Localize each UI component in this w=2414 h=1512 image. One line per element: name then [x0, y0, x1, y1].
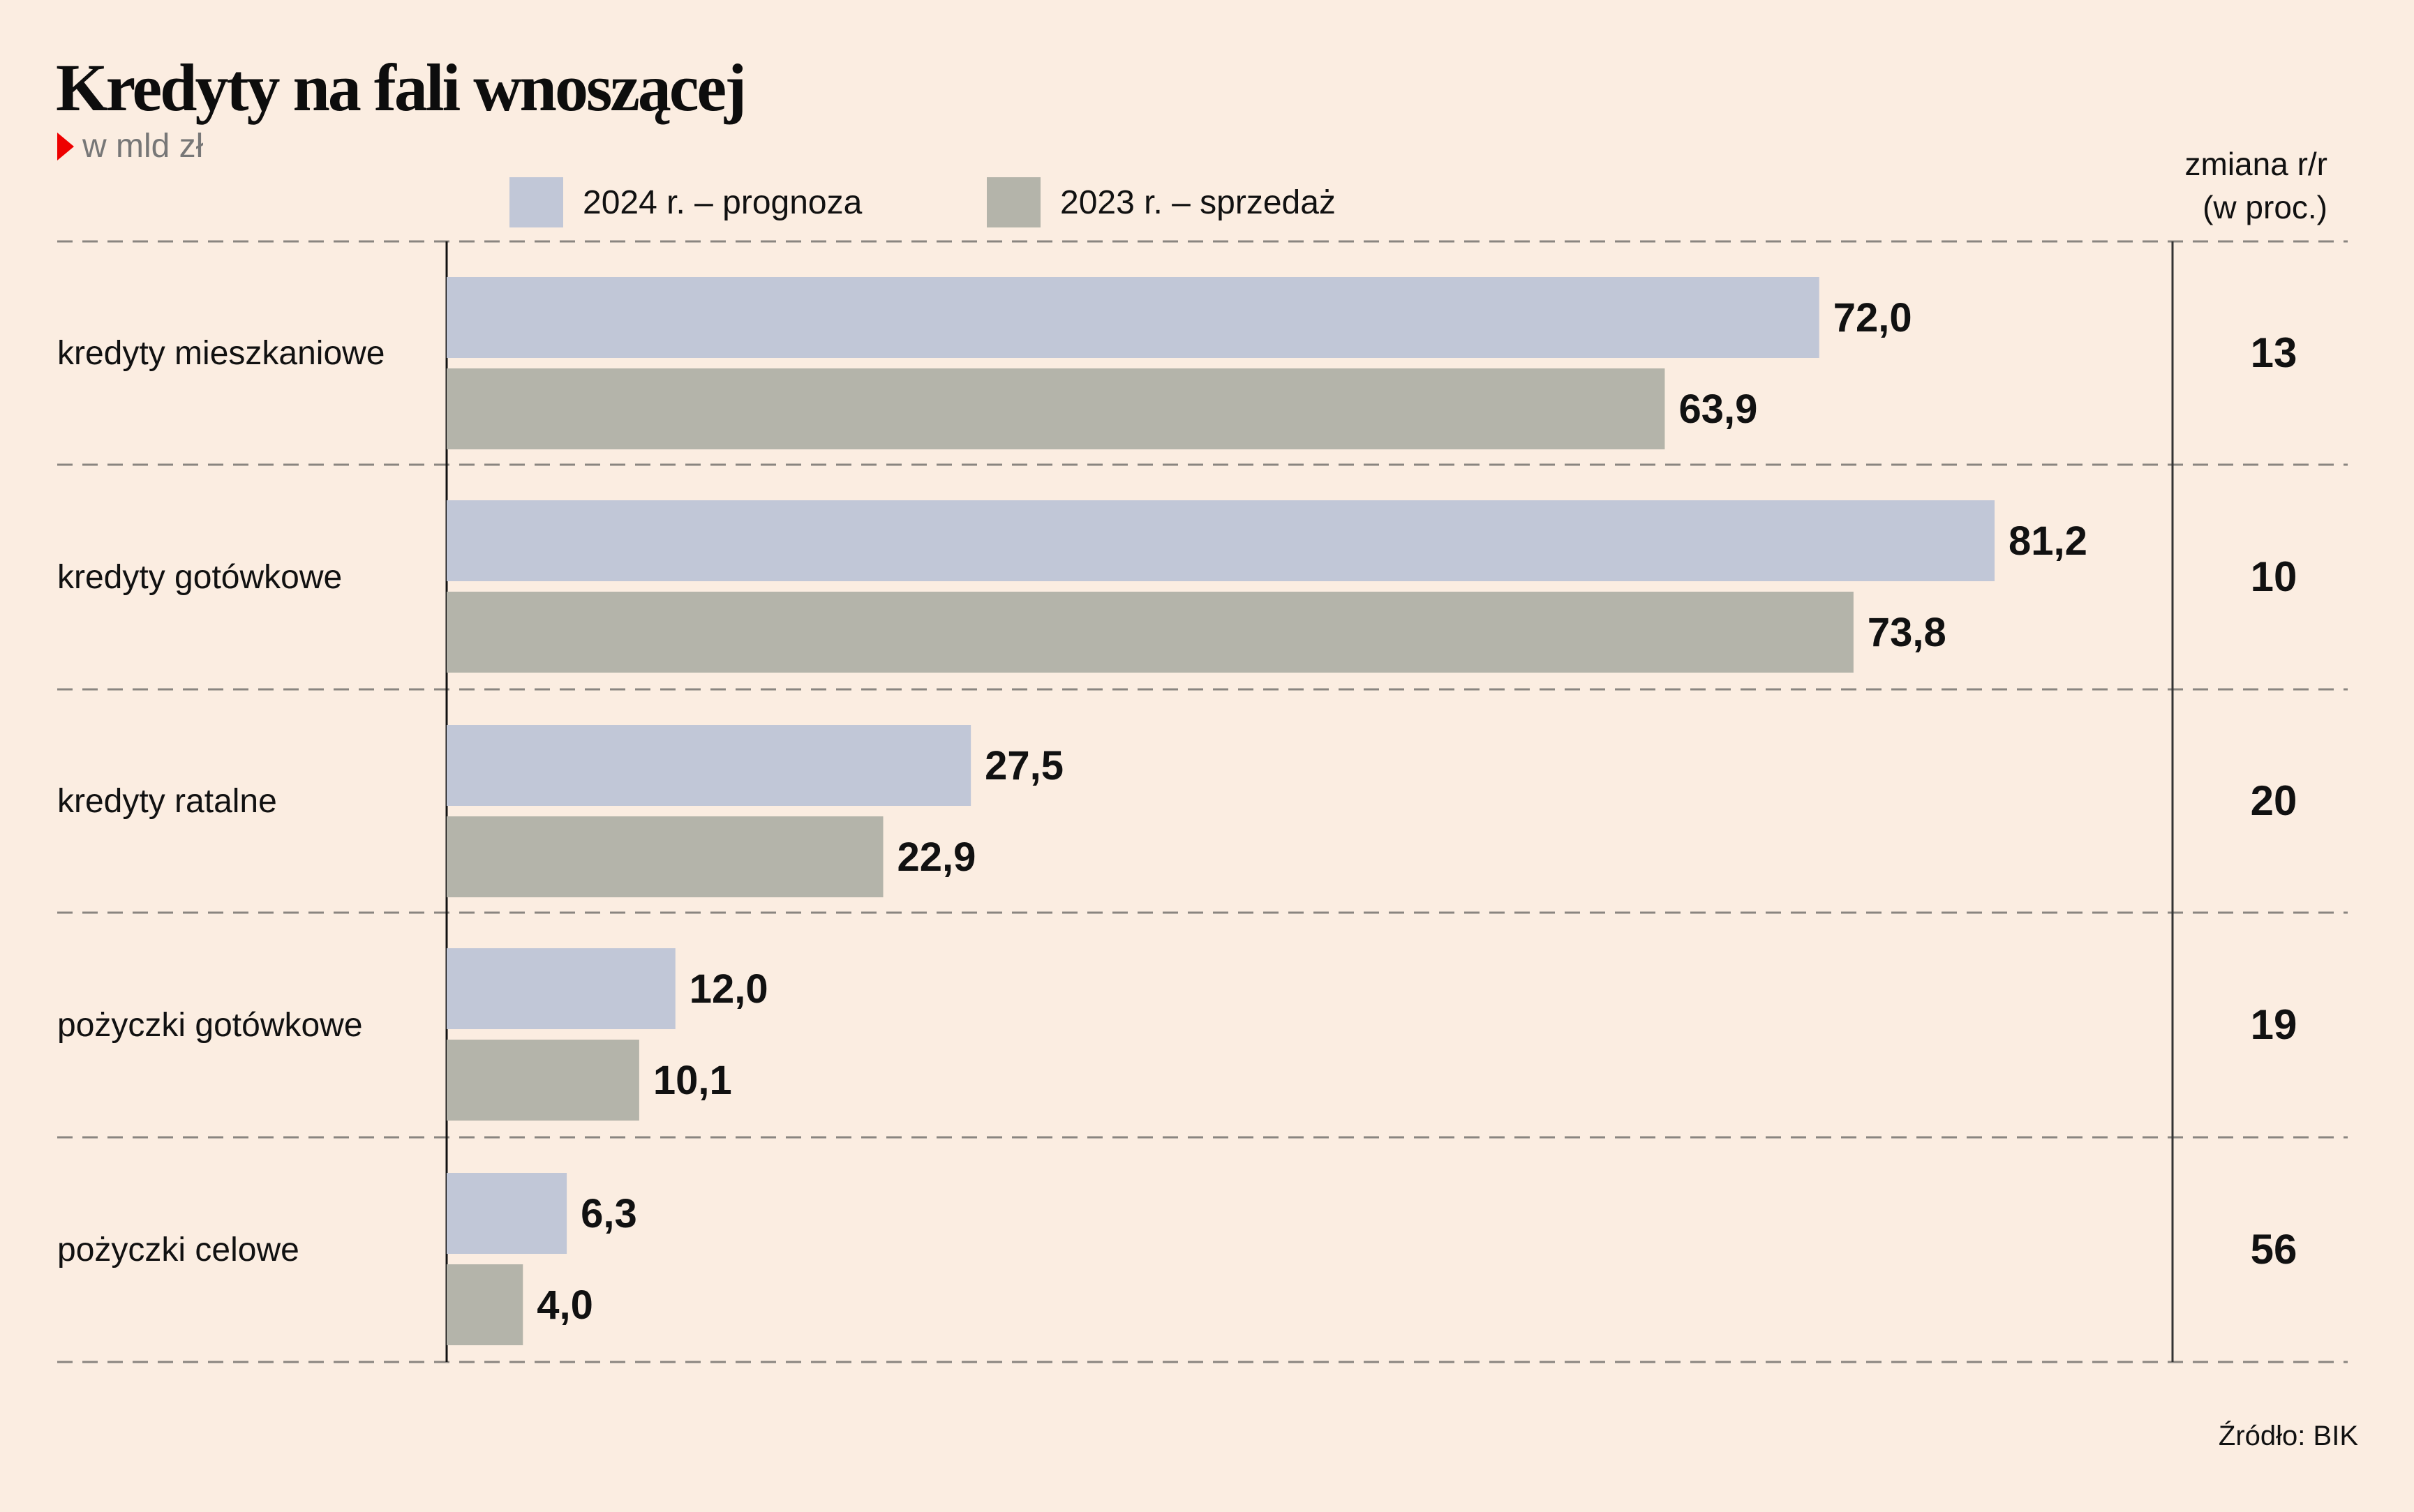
bar-value-label: 63,9 — [1678, 387, 1757, 432]
bar-value-label: 22,9 — [897, 834, 976, 880]
change-value: 19 — [2251, 1001, 2297, 1048]
bar-value-label: 81,2 — [2009, 518, 2087, 564]
bar-value-label: 73,8 — [1868, 610, 1946, 655]
unit-label: w mld zł — [82, 128, 204, 165]
category-label: pożyczki gotówkowe — [57, 1007, 363, 1044]
bar-2023 — [447, 1040, 639, 1121]
bar-2024 — [447, 1173, 567, 1254]
change-value: 10 — [2251, 553, 2297, 600]
bar-2023 — [447, 592, 1854, 673]
legend-label-2024: 2024 r. – prognoza — [583, 184, 863, 221]
category-label: kredyty gotówkowe — [57, 559, 342, 596]
change-column-header: zmiana r/r (w proc.) — [2185, 142, 2327, 229]
bar-2024 — [447, 500, 1995, 581]
change-value: 56 — [2251, 1226, 2297, 1273]
bar-2023 — [447, 368, 1665, 449]
bar-value-label: 10,1 — [653, 1058, 732, 1103]
legend-swatch-2023 — [987, 177, 1041, 227]
bar-2024 — [447, 725, 971, 806]
legend-item-2023: 2023 r. – sprzedaż — [987, 177, 1336, 227]
bar-2024 — [447, 277, 1819, 358]
category-label: kredyty mieszkaniowe — [57, 335, 385, 372]
bar-value-label: 27,5 — [985, 743, 1064, 788]
bar-value-label: 6,3 — [581, 1191, 637, 1236]
bar-value-label: 12,0 — [690, 966, 768, 1012]
bar-2023 — [447, 1264, 523, 1345]
bar-2023 — [447, 816, 884, 897]
chart-title: Kredyty na fali wnoszącej — [56, 50, 747, 125]
legend-label-2023: 2023 r. – sprzedaż — [1060, 184, 1336, 221]
chart-subtitle: w mld zł — [57, 127, 203, 165]
bar-2024 — [447, 948, 676, 1029]
change-value: 13 — [2251, 329, 2297, 376]
legend-item-2024: 2024 r. – prognoza — [509, 177, 862, 227]
category-label: pożyczki celowe — [57, 1232, 299, 1268]
red-triangle-icon — [57, 132, 74, 160]
bar-value-label: 72,0 — [1833, 295, 1912, 340]
bar-value-label: 4,0 — [537, 1282, 593, 1328]
source-note: Źródło: BIK — [2218, 1421, 2358, 1451]
change-header-line1: zmiana r/r — [2184, 146, 2327, 182]
change-header-line2: (w proc.) — [2203, 189, 2327, 225]
category-label: kredyty ratalne — [57, 783, 277, 820]
change-value: 20 — [2251, 777, 2297, 824]
legend-swatch-2024 — [509, 177, 563, 227]
